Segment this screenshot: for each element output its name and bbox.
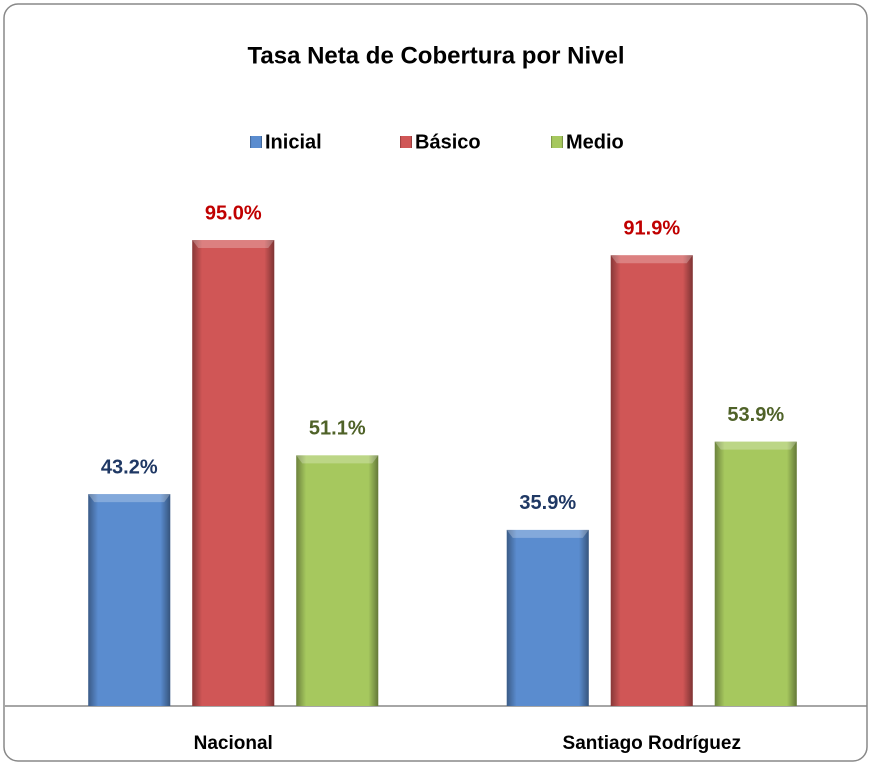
value-label: 95.0% <box>205 202 262 224</box>
bar-shade <box>714 441 797 706</box>
bar-bevel <box>714 441 797 450</box>
bar-bevel <box>88 494 171 503</box>
bar-bevel <box>296 455 379 464</box>
legend-label: Básico <box>415 131 481 153</box>
value-label: 91.9% <box>623 218 680 240</box>
legend-swatch-shade <box>250 136 262 148</box>
legend-swatch-shade <box>400 136 412 148</box>
x-tick-label: Santiago Rodríguez <box>563 733 741 754</box>
chart-title: Tasa Neta de Cobertura por Nivel <box>248 42 625 69</box>
bar-bevel <box>506 529 589 538</box>
legend-label: Medio <box>566 131 624 153</box>
bar-bevel <box>192 240 275 249</box>
legend-label: Inicial <box>265 131 322 153</box>
bar-shade <box>610 255 693 706</box>
x-tick-label: Nacional <box>194 733 273 754</box>
value-label: 51.1% <box>309 418 366 440</box>
value-label: 35.9% <box>519 492 576 514</box>
bar-bevel <box>610 255 693 264</box>
legend-swatch-shade <box>551 136 563 148</box>
bar-shade <box>296 455 379 706</box>
bar-shade <box>88 494 171 706</box>
value-label: 43.2% <box>101 456 158 478</box>
bar-shade <box>192 240 275 706</box>
bar-shade <box>506 529 589 706</box>
value-label: 53.9% <box>727 404 784 426</box>
